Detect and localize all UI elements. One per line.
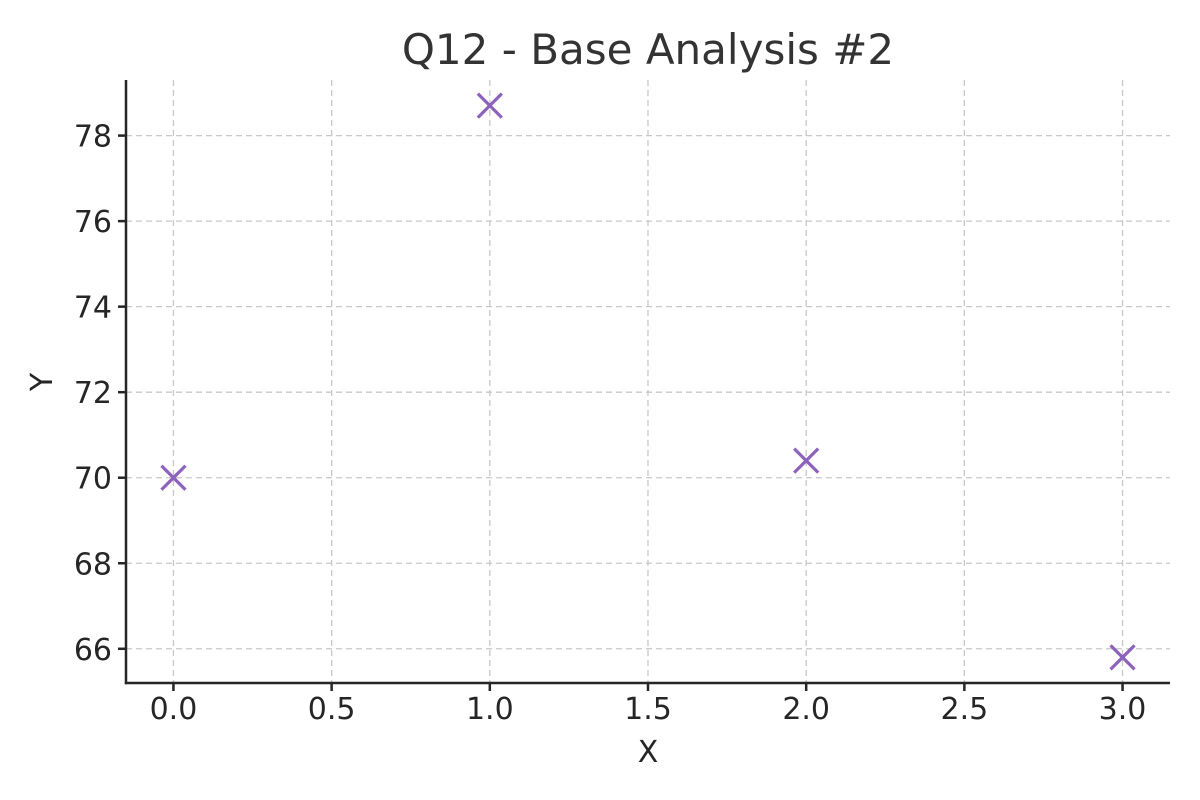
data-point: [1109, 644, 1136, 671]
x-axis-label: X: [638, 735, 659, 770]
grid: [126, 80, 1170, 683]
data-point: [476, 92, 503, 119]
y-tick-label: 72: [74, 376, 112, 411]
x-tick-label: 1.0: [466, 692, 514, 727]
x-tick-label: 3.0: [1099, 692, 1147, 727]
y-tick-label: 70: [74, 462, 112, 497]
x-tick-label: 2.0: [782, 692, 830, 727]
y-tick-label: 74: [74, 291, 112, 326]
y-tick-label: 76: [74, 205, 112, 240]
data-point: [160, 464, 187, 491]
x-tick-label: 0.5: [308, 692, 356, 727]
y-axis-label: Y: [25, 372, 60, 392]
chart-title: Q12 - Base Analysis #2: [402, 25, 894, 74]
y-tick-label: 66: [74, 633, 112, 668]
x-tick-label: 2.5: [941, 692, 989, 727]
x-tick-label: 1.5: [624, 692, 672, 727]
y-axis: 66 68 70 72 74 76 78: [74, 120, 126, 668]
y-tick-label: 68: [74, 547, 112, 582]
data-point: [793, 447, 820, 474]
data-points: [160, 92, 1136, 671]
y-tick-label: 78: [74, 120, 112, 155]
x-tick-label: 0.0: [150, 692, 198, 727]
x-axis: 0.0 0.5 1.0 1.5 2.0 2.5 3.0: [150, 683, 1147, 727]
